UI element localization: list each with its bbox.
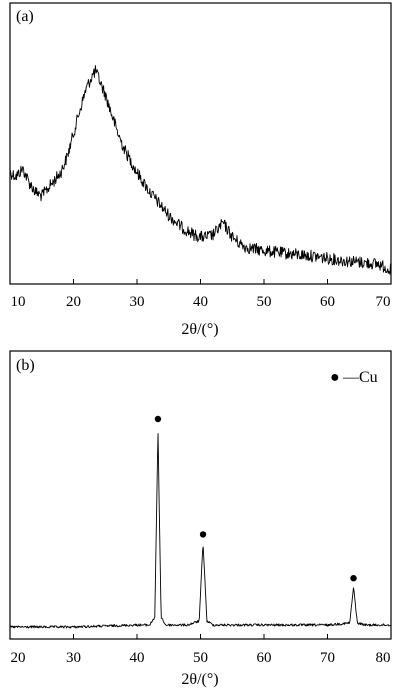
x-tick-label: 60 xyxy=(320,294,335,310)
x-tick-label: 30 xyxy=(130,294,145,310)
x-tick-label: 10 xyxy=(11,294,26,310)
x-tick-label: 50 xyxy=(193,650,208,666)
panel-b-legend-marker: ● xyxy=(330,369,340,386)
panel-b-legend: ● —Cu xyxy=(330,369,378,386)
panel-a-label: (a) xyxy=(16,8,34,25)
panel-b-label: (b) xyxy=(16,357,35,374)
panel-a-x-ticks: 10 20 30 40 50 60 70 xyxy=(9,279,392,310)
cu-peak-marker xyxy=(199,531,207,538)
panel-b-x-ticks: 20 30 40 50 60 70 80 xyxy=(9,634,392,666)
panel-b-x-axis-label: 2θ/(°) xyxy=(181,671,218,688)
x-tick-label: 70 xyxy=(320,650,335,666)
x-tick-label: 20 xyxy=(11,650,26,666)
x-tick-label: 50 xyxy=(257,294,272,310)
x-tick-label: 40 xyxy=(193,294,208,310)
x-tick-label: 20 xyxy=(66,294,81,310)
x-tick-label: 60 xyxy=(257,650,272,666)
panel-b-series-line xyxy=(9,433,392,629)
x-tick-label: 70 xyxy=(376,294,391,310)
x-tick-label: 40 xyxy=(130,650,145,666)
panel-a-series-line xyxy=(9,65,392,275)
panel-b-peak-markers xyxy=(154,415,357,582)
x-tick-label: 80 xyxy=(376,650,391,666)
panel-b: (b) ● —Cu 20 30 40 50 60 70 80 2θ/(°) xyxy=(9,350,392,688)
panel-a: (a) 10 20 30 40 50 60 70 2θ/(°) xyxy=(9,2,392,338)
panel-a-plot-frame xyxy=(9,2,392,285)
panel-a-x-axis-label: 2θ/(°) xyxy=(181,321,218,338)
cu-peak-marker xyxy=(350,575,357,582)
x-tick-label: 30 xyxy=(66,650,81,666)
panel-b-legend-label: —Cu xyxy=(342,369,378,386)
cu-peak-marker xyxy=(154,415,162,423)
